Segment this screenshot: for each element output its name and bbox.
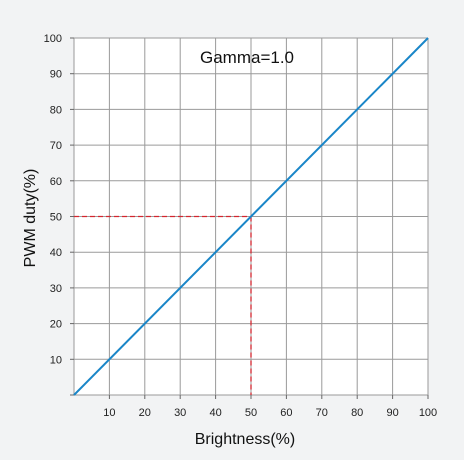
y-tick-label-50: 50	[50, 212, 62, 224]
series-group	[73, 37, 429, 396]
x-tick-label-30: 30	[174, 407, 186, 419]
chart-title: Gamma=1.0	[200, 48, 294, 67]
y-tick-label-90: 90	[50, 69, 62, 81]
x-tick-label-50: 50	[245, 407, 257, 419]
reference-lines	[74, 215, 252, 395]
y-tick-label-100: 100	[44, 33, 62, 45]
x-tick-label-80: 80	[351, 407, 363, 419]
series-line-0	[73, 37, 429, 396]
x-tick-label-60: 60	[280, 407, 292, 419]
y-tick-label-30: 30	[50, 283, 62, 295]
y-tick-labels: 10 20 30 40 50 60 70 80 90 100	[44, 33, 62, 366]
x-tick-label-70: 70	[316, 407, 328, 419]
x-tick-label-20: 20	[139, 407, 151, 419]
y-tick-label-60: 60	[50, 176, 62, 188]
y-tick-label-40: 40	[50, 247, 62, 259]
y-tick-label-10: 10	[50, 354, 62, 366]
x-tick-label-90: 90	[386, 407, 398, 419]
x-tick-label-100: 100	[419, 407, 437, 419]
x-tick-labels: 10 20 30 40 50 60 70 80 90 100	[103, 407, 437, 419]
x-tick-label-40: 40	[209, 407, 221, 419]
x-axis-title: Brightness(%)	[195, 431, 295, 448]
y-axis-title: PWM duty(%)	[22, 169, 39, 268]
y-tick-label-80: 80	[50, 104, 62, 116]
x-tick-label-10: 10	[103, 407, 115, 419]
y-tick-label-20: 20	[50, 319, 62, 331]
y-tick-label-70: 70	[50, 140, 62, 152]
